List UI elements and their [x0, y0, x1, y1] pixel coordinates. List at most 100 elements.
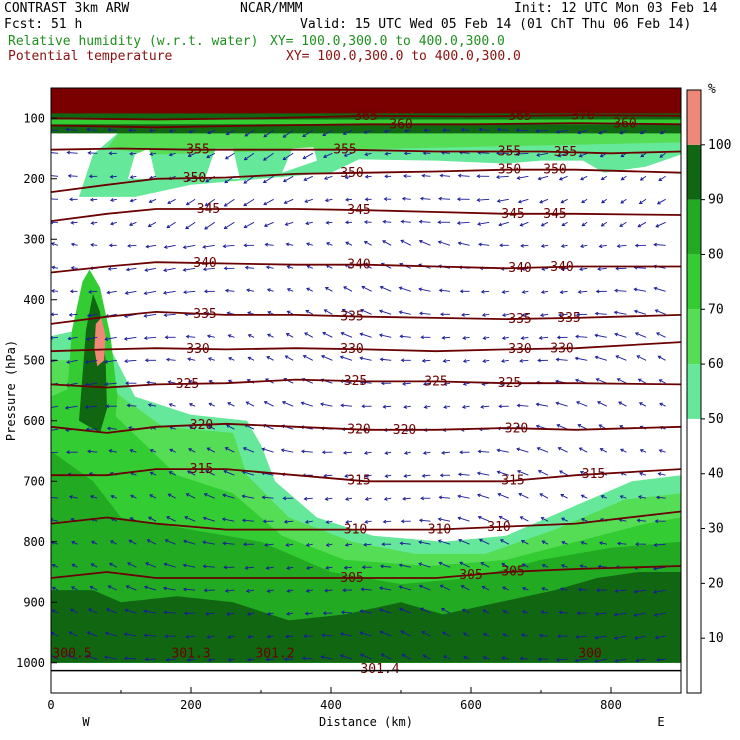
- wind-arrow: [283, 198, 294, 205]
- theta-label: 345: [197, 202, 220, 217]
- wind-arrow: [361, 404, 372, 409]
- wind-arrow: [538, 336, 549, 340]
- wind-arrow: [613, 612, 627, 617]
- wind-arrow: [107, 266, 117, 271]
- wind-arrow: [656, 332, 666, 338]
- wind-arrow: [557, 634, 568, 639]
- wind-arrow: [162, 290, 176, 295]
- wind-arrow: [184, 516, 196, 522]
- wind-arrow: [598, 244, 607, 249]
- wind-arrow: [306, 242, 313, 247]
- wind-arrow: [575, 334, 588, 339]
- theta-contour-305: [51, 565, 681, 579]
- wind-arrow: [577, 290, 588, 294]
- wind-arrow: [125, 381, 137, 386]
- wind-arrow: [69, 197, 78, 202]
- wind-arrow: [594, 635, 607, 640]
- wind-arrow: [340, 632, 353, 637]
- theta-label: 330: [508, 342, 531, 357]
- wind-arrow: [163, 244, 176, 249]
- wind-arrow: [401, 196, 411, 201]
- wind-arrow: [379, 285, 392, 292]
- wind-arrow: [519, 656, 529, 661]
- wind-arrow: [462, 336, 470, 340]
- wind-arrow: [305, 221, 313, 226]
- wind-arrow: [66, 150, 78, 155]
- forecast-hour: Fcst: 51 h: [4, 17, 83, 32]
- wind-arrow: [242, 446, 255, 453]
- theta-label: 355: [554, 145, 577, 160]
- wind-arrow: [202, 540, 215, 545]
- theta-label: 355: [498, 145, 521, 160]
- wind-arrow: [284, 355, 294, 361]
- wind-arrow: [325, 565, 333, 570]
- wind-arrow: [420, 496, 431, 501]
- wind-arrow: [653, 242, 666, 247]
- x-tick-label: 400: [320, 698, 342, 712]
- wind-arrow: [421, 473, 431, 478]
- wind-arrow: [541, 540, 549, 545]
- wind-arrow: [459, 289, 470, 294]
- wind-arrow: [521, 610, 529, 614]
- wind-arrow: [247, 356, 255, 361]
- wind-arrow: [247, 334, 255, 338]
- wind-arrow: [123, 656, 137, 661]
- wind-arrow: [659, 402, 666, 407]
- wind-arrow: [84, 405, 98, 410]
- wind-arrow: [304, 198, 313, 203]
- wind-arrow: [598, 129, 607, 135]
- wind-arrow: [285, 242, 294, 247]
- wind-arrow: [639, 175, 647, 181]
- wind-arrow: [382, 519, 392, 524]
- wind-arrow: [442, 631, 451, 637]
- wind-arrow: [658, 449, 666, 453]
- wind-arrow: [88, 289, 98, 294]
- wind-arrow: [422, 382, 431, 386]
- wind-arrow: [379, 586, 392, 591]
- wind-arrow: [87, 151, 98, 155]
- wind-arrow: [541, 563, 549, 568]
- wind-arrow: [578, 152, 588, 158]
- theta-contour-355: [51, 147, 681, 155]
- wind-arrow: [228, 357, 235, 361]
- wind-arrow: [402, 496, 411, 501]
- wind-arrow: [560, 564, 568, 568]
- field2-xy: XY= 100.0,300.0 to 400.0,300.0: [286, 49, 521, 64]
- wind-arrow: [421, 358, 431, 363]
- wind-arrow: [440, 608, 451, 614]
- theta-label: 330: [550, 341, 573, 356]
- wind-arrow: [403, 473, 411, 478]
- wind-arrow: [108, 151, 117, 156]
- wind-arrow: [461, 405, 470, 409]
- wind-arrow: [653, 286, 666, 292]
- wind-arrow: [400, 239, 412, 246]
- wind-arrow: [638, 402, 647, 407]
- wind-arrow: [654, 309, 666, 315]
- wind-arrow: [420, 335, 431, 340]
- wind-arrow: [634, 332, 647, 338]
- theta-label: 345: [347, 203, 370, 218]
- wind-arrow: [560, 494, 568, 499]
- wind-arrow: [620, 198, 627, 204]
- wind-arrow: [539, 198, 549, 204]
- wind-arrow: [560, 198, 568, 204]
- model-title: CONTRAST 3km ARW: [4, 1, 130, 16]
- wind-arrow: [459, 450, 470, 455]
- wind-arrow: [182, 267, 196, 272]
- wind-arrow: [107, 128, 117, 132]
- colorbar-segment: [687, 199, 701, 255]
- wind-arrow: [262, 175, 274, 184]
- wind-arrow: [143, 609, 157, 614]
- wind-arrow: [148, 198, 157, 204]
- wind-arrow: [340, 403, 353, 408]
- wind-arrow: [555, 357, 568, 362]
- wind-arrow: [129, 198, 137, 203]
- wind-arrow: [461, 608, 470, 614]
- wind-arrow: [149, 448, 157, 453]
- wind-arrow: [105, 608, 117, 614]
- wind-arrow: [66, 359, 78, 364]
- wind-arrow: [516, 447, 529, 453]
- wind-arrow: [70, 220, 78, 225]
- theta-label: 350: [543, 163, 566, 178]
- wind-arrow: [462, 359, 470, 363]
